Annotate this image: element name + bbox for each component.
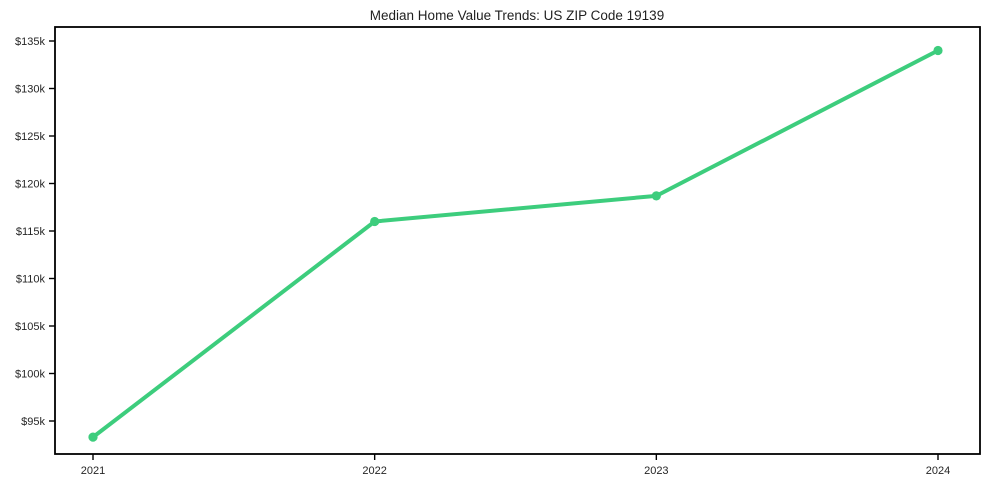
- data-point-marker: [88, 432, 98, 442]
- y-axis-tick-label: $130k: [15, 84, 45, 96]
- plot-border: [54, 26, 981, 455]
- data-point-marker: [370, 216, 380, 227]
- y-axis-tick-label: $135k: [15, 36, 45, 48]
- data-point-marker: [651, 191, 661, 201]
- y-axis-tick-label: $110k: [16, 274, 46, 286]
- y-axis-tick-label: $125k: [15, 131, 45, 143]
- trend-line: [91, 48, 940, 440]
- data-point-marker: [933, 45, 943, 56]
- chart-title: Median Home Value Trends: US ZIP Code 19…: [370, 8, 664, 23]
- y-axis-tick-label: $120k: [15, 179, 45, 191]
- y-axis-tick-label: $105k: [15, 321, 45, 333]
- x-axis-tick-label: 2024: [926, 465, 950, 477]
- x-axis-tick-label: 2021: [81, 465, 105, 477]
- y-axis-tick-label: $115k: [16, 226, 46, 238]
- y-axis-tick-label: $100k: [15, 369, 45, 381]
- x-axis-tick-label: 2022: [362, 465, 386, 477]
- y-axis-tick-label: $95k: [21, 416, 45, 428]
- x-axis-tick-label: 2023: [644, 465, 668, 477]
